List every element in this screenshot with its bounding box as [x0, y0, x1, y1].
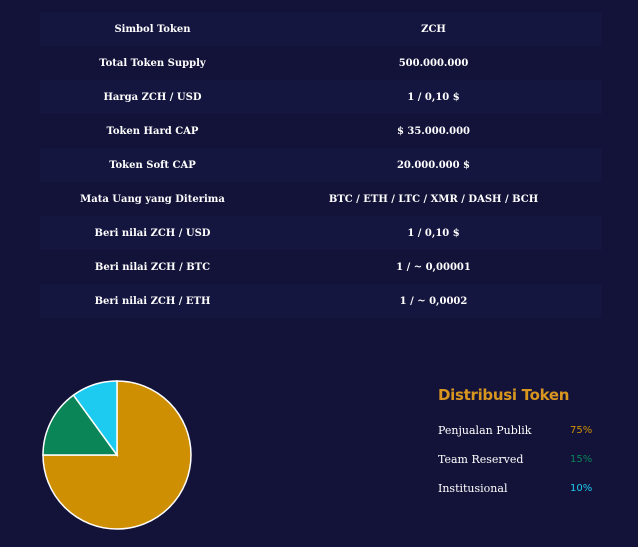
legend-value: 10%: [570, 483, 593, 494]
pie-svg: [42, 380, 192, 530]
row-value: $ 35.000.000: [396, 125, 471, 137]
row-label: Beri nilai ZCH / USD: [94, 227, 211, 239]
row-label: Harga ZCH / USD: [103, 91, 202, 103]
table-row: Harga ZCH / USD 1 / 0,10 $: [40, 80, 602, 114]
table-row: Total Token Supply 500.000.000: [40, 46, 602, 80]
legend-title: Distribusi Token: [438, 386, 570, 404]
table-row: Simbol Token ZCH: [40, 12, 602, 46]
table-row: Token Soft CAP 20.000.000 $: [40, 148, 602, 182]
distribution-legend: Distribusi Token Penjualan Publik 75% Te…: [438, 386, 608, 503]
row-label: Total Token Supply: [99, 57, 206, 69]
row-label: Simbol Token: [114, 23, 191, 35]
pie-slice-institusional: [72, 380, 118, 458]
table-row: Beri nilai ZCH / ETH 1 / ~ 0,0002: [40, 284, 602, 318]
pie-slice-team-reserved: [42, 394, 119, 456]
legend-label: Institusional: [438, 482, 508, 495]
legend-value: 15%: [570, 454, 593, 465]
row-label: Beri nilai ZCH / ETH: [94, 295, 211, 307]
row-value: 20.000.000 $: [396, 159, 471, 171]
row-value: 1 / ~ 0,00001: [396, 261, 471, 273]
table-row: Beri nilai ZCH / USD 1 / 0,10 $: [40, 216, 602, 250]
row-label: Token Soft CAP: [109, 159, 196, 171]
legend-item: Team Reserved 15%: [438, 445, 608, 474]
distribution-pie-chart: [40, 378, 194, 532]
legend-value: 75%: [570, 425, 593, 436]
table-row: Mata Uang yang Diterima BTC / ETH / LTC …: [40, 182, 602, 216]
legend-item: Institusional 10%: [438, 474, 608, 503]
row-value: BTC / ETH / LTC / XMR / DASH / BCH: [328, 193, 539, 205]
row-label: Beri nilai ZCH / BTC: [94, 261, 211, 273]
row-label: Mata Uang yang Diterima: [80, 193, 225, 205]
table-row: Beri nilai ZCH / BTC 1 / ~ 0,00001: [40, 250, 602, 284]
legend-label: Team Reserved: [438, 453, 524, 466]
table-row: Token Hard CAP $ 35.000.000: [40, 114, 602, 148]
pie-slice-penjualan-publik: [42, 380, 192, 530]
row-value: 500.000.000: [398, 57, 469, 69]
row-label: Token Hard CAP: [106, 125, 199, 137]
row-value: 1 / 0,10 $: [407, 91, 460, 103]
legend-item: Penjualan Publik 75%: [438, 416, 608, 445]
token-info-table: Simbol Token ZCH Total Token Supply 500.…: [40, 12, 602, 318]
row-value: 1 / 0,10 $: [407, 227, 460, 239]
row-value: 1 / ~ 0,0002: [399, 295, 468, 307]
legend-label: Penjualan Publik: [438, 424, 532, 437]
row-value: ZCH: [421, 23, 446, 35]
